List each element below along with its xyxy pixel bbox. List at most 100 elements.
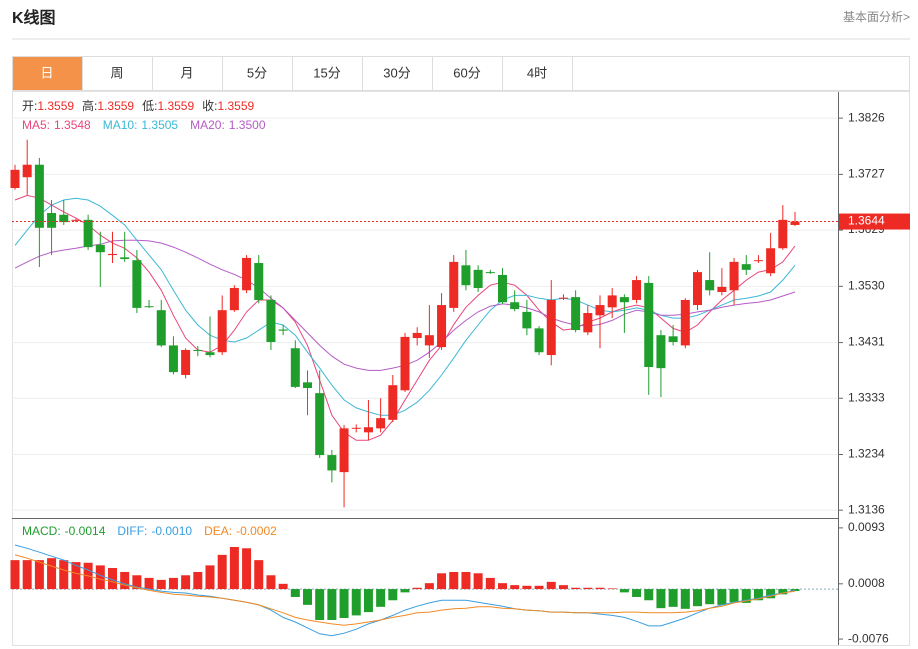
macd-bar (376, 589, 386, 607)
candle-body (34, 164, 44, 228)
legend-value: 1.3505 (141, 118, 178, 132)
tab-label[interactable]: 周 (110, 65, 123, 80)
macd-bar (717, 589, 727, 605)
candle-body (693, 272, 702, 306)
info-value: 1.3559 (157, 99, 194, 113)
tab-label[interactable]: 60分 (453, 65, 480, 80)
tab-label[interactable]: 月 (180, 65, 193, 80)
macd-bar (522, 585, 532, 590)
fundamental-link[interactable]: 基本面分析> (843, 10, 910, 24)
candle-body (778, 219, 788, 249)
macd-bar (449, 571, 459, 590)
tab-label[interactable]: 5分 (247, 65, 267, 80)
macd-bar (217, 554, 227, 590)
candle-body (290, 348, 300, 387)
candle-body (498, 274, 507, 303)
macd-bar (412, 587, 422, 590)
macd-bar (546, 581, 556, 590)
macd-bar (193, 571, 203, 590)
macd-bar (59, 560, 69, 590)
legend-value: -0.0014 (65, 524, 106, 538)
macd-bar (534, 585, 544, 590)
candle-body (717, 286, 727, 292)
candle-body (656, 335, 666, 369)
macd-bar (595, 587, 605, 590)
candle-body (217, 310, 227, 353)
macd-bar (510, 585, 520, 590)
candle-body (22, 164, 32, 178)
macd-bar (22, 560, 32, 590)
y-tick-label: 1.3234 (848, 447, 885, 461)
candle-body (437, 305, 447, 348)
info-label: 收: (202, 99, 217, 113)
macd-bar (424, 583, 434, 590)
macd-bar (705, 589, 715, 605)
info-label: 高: (82, 98, 97, 113)
tab-label[interactable]: 30分 (383, 65, 410, 80)
candle-body (315, 393, 325, 456)
candle-body (424, 335, 434, 346)
macd-bar (668, 589, 678, 607)
ma-legend: MA5: 1.3548 MA10: 1.3505 MA20: 1.3500 (22, 118, 266, 132)
legend-value: -0.0002 (236, 524, 277, 538)
candle-body (83, 219, 93, 248)
page-title: K线图 (12, 8, 56, 27)
candle-body (120, 257, 130, 260)
macd-bar (10, 560, 20, 590)
last-price-label: 1.3644 (848, 214, 885, 228)
candle-body (156, 310, 166, 346)
macd-bar (229, 546, 239, 590)
candle-body (595, 305, 605, 316)
tab-label[interactable]: 日 (40, 65, 53, 80)
macd-bar (753, 589, 763, 601)
candle-body (705, 280, 715, 291)
tab[interactable] (222, 56, 293, 91)
macd-bar (205, 565, 215, 590)
tab[interactable] (292, 56, 363, 91)
candle-body (412, 332, 422, 339)
tab[interactable] (12, 56, 83, 91)
candle-body (766, 248, 776, 274)
tab[interactable] (502, 56, 573, 91)
macd-bar (437, 573, 447, 590)
tab[interactable] (152, 56, 223, 91)
macd-bar (144, 577, 154, 590)
legend-value: 1.3548 (54, 118, 91, 132)
chart-frame (12, 91, 910, 646)
candle-body (327, 455, 337, 471)
y-tick-label: 1.3333 (848, 390, 885, 404)
candle-body (181, 349, 191, 375)
tab-label[interactable]: 15分 (313, 65, 340, 80)
candle-body (242, 257, 252, 291)
candle-body (59, 214, 69, 223)
y-tick-label: 0.0008 (848, 576, 885, 590)
macd-bar (108, 568, 117, 590)
candle-body (168, 345, 178, 373)
macd-legend: MACD: -0.0014 DIFF: -0.0010 DEA: -0.0002 (22, 524, 277, 538)
legend-label: MA10: (103, 118, 138, 132)
macd-bar (680, 589, 690, 609)
legend-label: MA20: (190, 118, 225, 132)
candle-body (753, 260, 763, 262)
tab[interactable] (362, 56, 433, 91)
candle-body (144, 306, 154, 308)
legend-value: 1.3500 (229, 118, 266, 132)
macd-bar (266, 575, 276, 590)
macd-bar (327, 589, 337, 620)
macd-bar (290, 589, 300, 597)
last-price-box (839, 213, 910, 230)
macd-bar (498, 583, 507, 590)
macd-bar (461, 571, 471, 590)
tab-label[interactable]: 4时 (527, 65, 547, 80)
macd-bar (156, 579, 166, 590)
macd-bar (181, 575, 191, 590)
candle-body (303, 382, 312, 389)
candle-body (473, 269, 483, 289)
macd-bar (303, 589, 312, 605)
macd-bar (254, 560, 264, 590)
tab[interactable] (432, 56, 503, 91)
y-tick-label: 1.3530 (848, 278, 885, 292)
macd-bar (485, 577, 495, 590)
candle-body (339, 428, 349, 473)
